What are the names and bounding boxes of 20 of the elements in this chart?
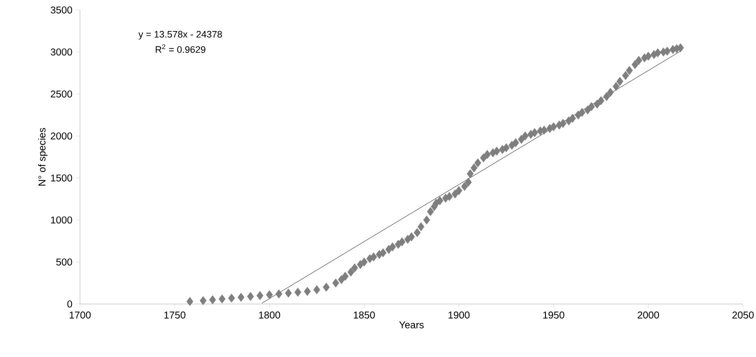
y-tick-label: 1500 <box>51 174 72 182</box>
y-tick-label: 3500 <box>50 6 72 14</box>
y-tick-label: 0 <box>67 300 72 308</box>
x-tick-label: 1950 <box>543 312 564 319</box>
x-tick-label: 1800 <box>259 312 280 319</box>
y-tick-label: 3000 <box>50 48 72 56</box>
x-tick-label: 2050 <box>732 312 754 319</box>
annotation: R$^{2}$ = 0.9629 <box>156 44 206 53</box>
y-tick-label: 2000 <box>50 132 72 140</box>
x-tick-label: 1700 <box>70 312 91 319</box>
x-tick-label: 1900 <box>448 312 470 319</box>
x-tick-label: 2000 <box>638 312 659 319</box>
y-tick-label: 1000 <box>51 216 72 224</box>
y-tick-label: 500 <box>56 258 72 266</box>
x-axis-title: Years <box>399 321 424 328</box>
x-tick-label: 1850 <box>354 312 375 319</box>
annotation: y = 13.578x - 24378 <box>138 30 222 40</box>
y-axis-title: N° of species <box>38 128 48 186</box>
x-tick-label: 1750 <box>164 312 186 319</box>
y-tick-label: 2500 <box>50 90 72 98</box>
